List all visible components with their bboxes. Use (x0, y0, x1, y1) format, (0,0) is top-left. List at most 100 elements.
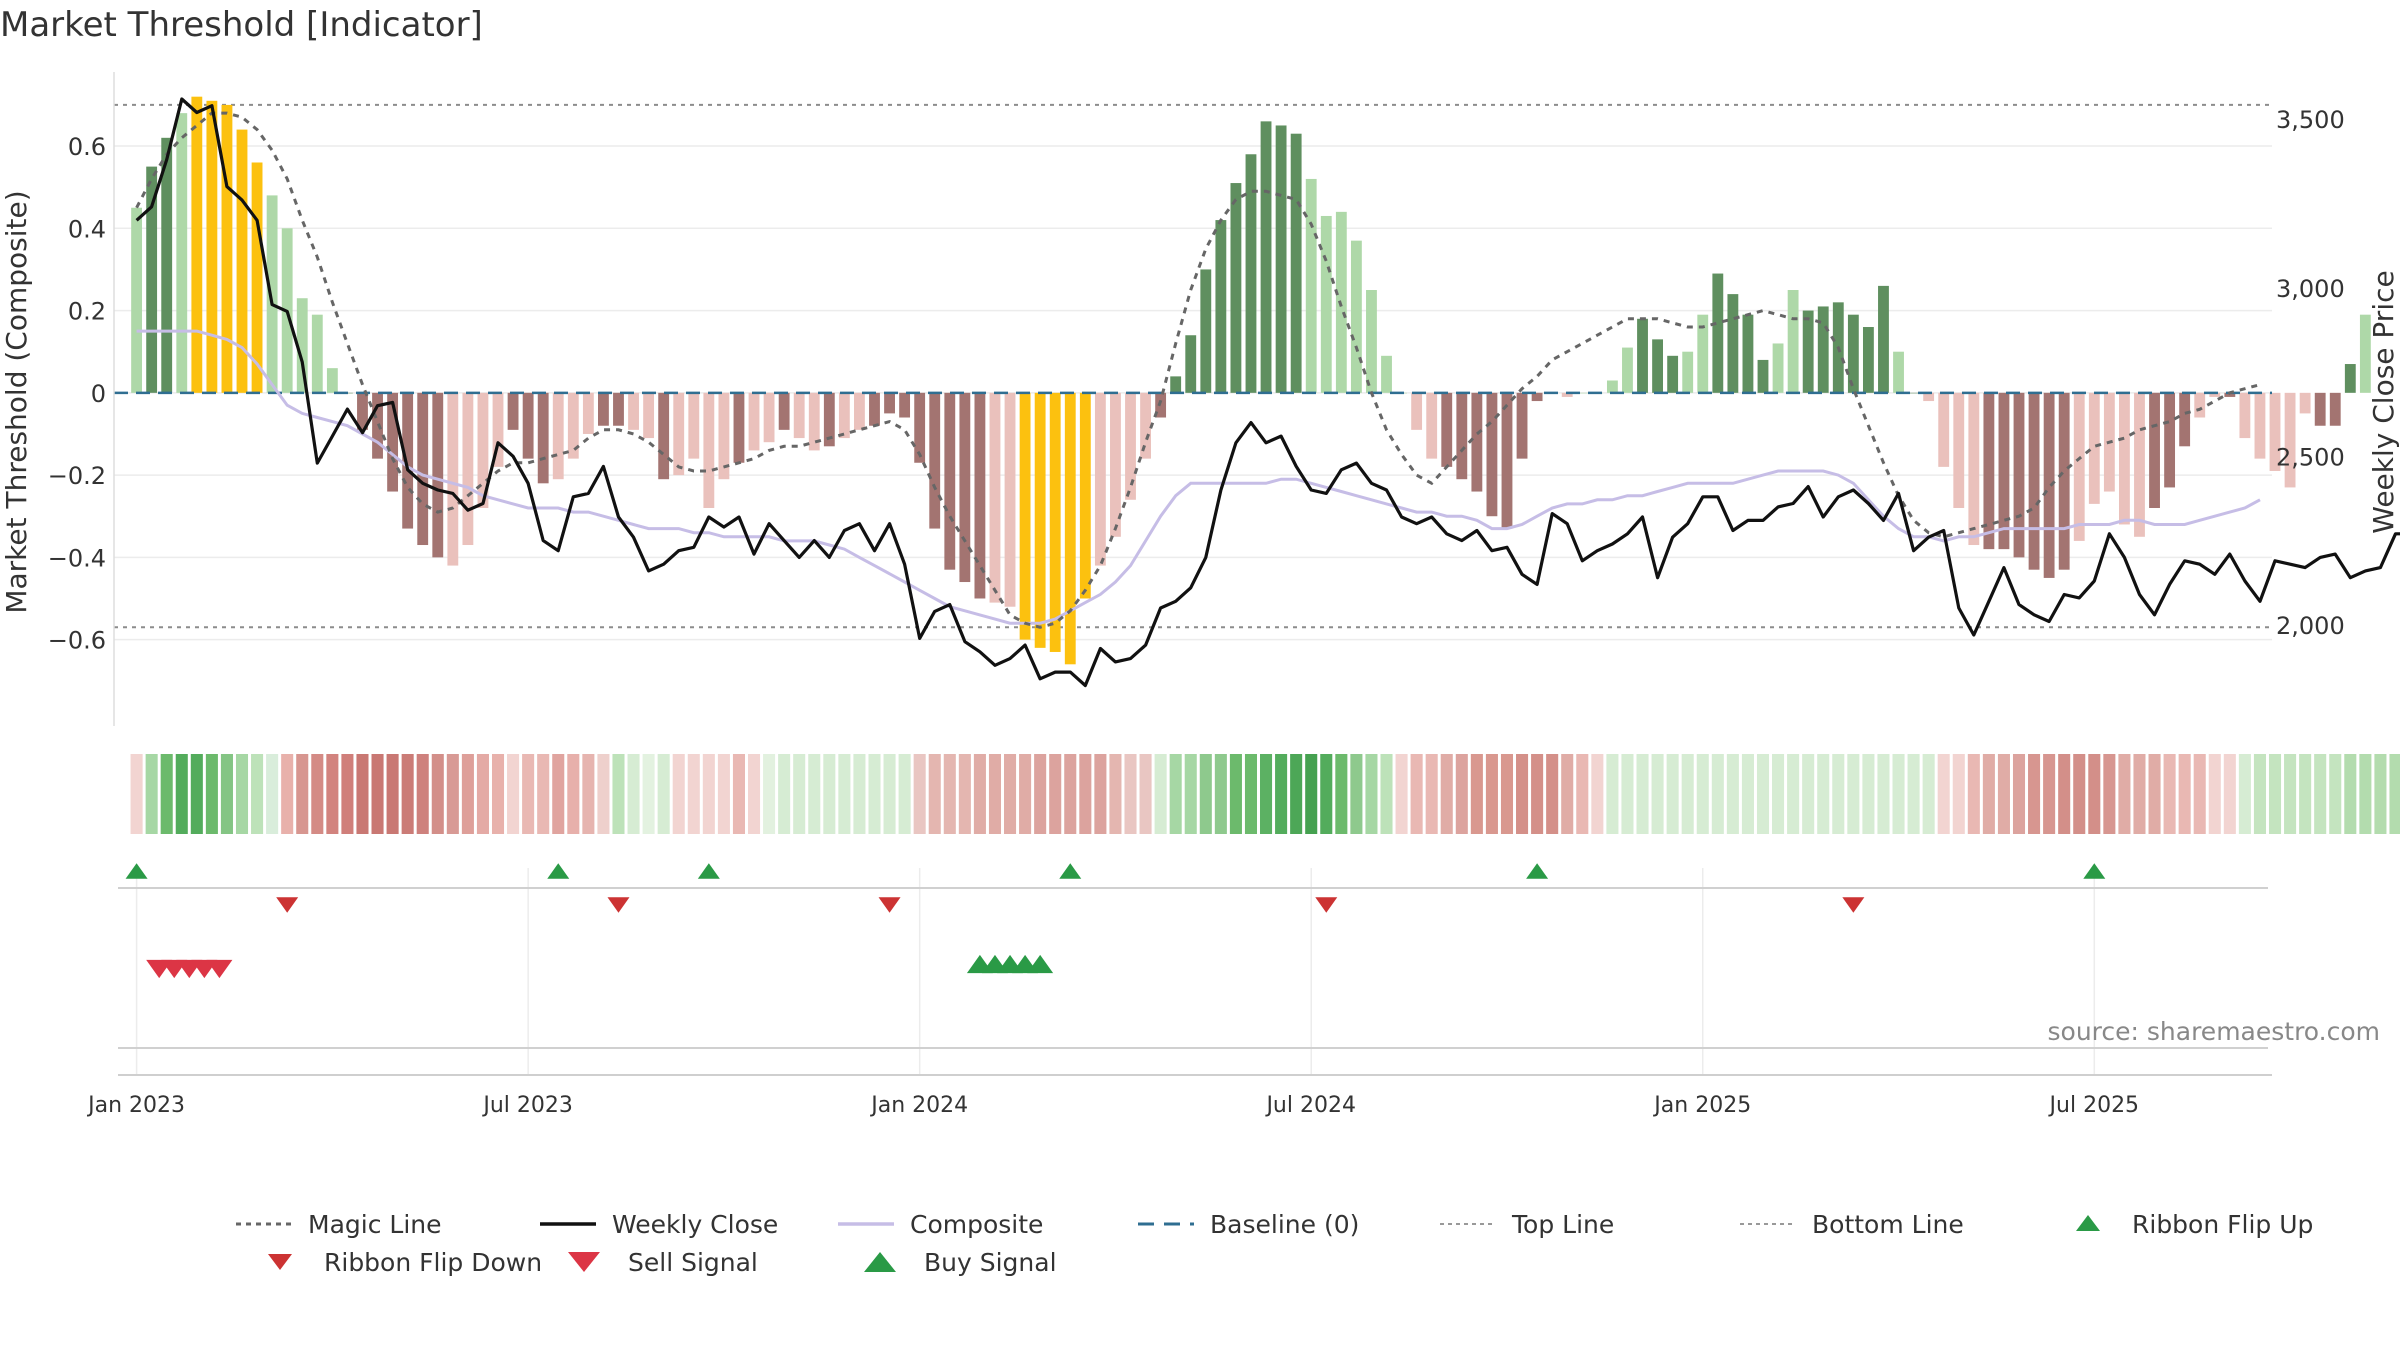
composite-bar (1170, 376, 1182, 393)
composite-bar (2299, 392, 2311, 414)
composite-bar (266, 195, 278, 393)
legend-swatch (268, 1254, 292, 1270)
ribbon-cell (446, 754, 459, 834)
ribbon-cell (2193, 754, 2206, 834)
composite-bar (854, 392, 865, 430)
composite-bar (1200, 269, 1212, 393)
composite-bar (206, 100, 218, 393)
ribbon-cell (431, 754, 444, 834)
legend-item: Sell Signal (568, 1248, 758, 1277)
ribbon-cell (1335, 754, 1348, 834)
ribbon-cell (1696, 754, 1709, 834)
ribbon-cell (913, 754, 926, 834)
composite-bar (326, 368, 338, 393)
y2-tick-label: 2,500 (2276, 443, 2345, 471)
x-tick-label: Jul 2024 (1264, 1093, 1356, 1118)
composite-bar (447, 392, 459, 566)
ribbon-cell (1756, 754, 1770, 834)
composite-bar (793, 392, 805, 439)
composite-bar (2134, 392, 2145, 537)
ribbon-cell (175, 754, 188, 834)
ribbon-flip-down-marker (607, 897, 630, 913)
ribbon-cell (2133, 754, 2146, 834)
ribbon-cell (356, 754, 369, 834)
composite-bar (838, 392, 850, 439)
ribbon-cell (1440, 754, 1453, 834)
ribbon-cell (1937, 754, 1950, 834)
ribbon-cell (1967, 754, 1980, 834)
composite-bar (2269, 392, 2281, 471)
composite-bar (1576, 392, 1588, 394)
ribbon-layer (130, 754, 2400, 834)
ribbon-cell (838, 754, 851, 834)
composite-bar (598, 392, 609, 426)
ribbon-cell (1576, 754, 1589, 834)
ribbon-cell (1591, 754, 1604, 834)
composite-bar (2058, 392, 2070, 570)
composite-bar (1531, 392, 1543, 402)
ribbon-cell (943, 754, 956, 834)
legend-item: Baseline (0) (1138, 1210, 1359, 1239)
ribbon-cell (973, 754, 986, 834)
ribbon-cell (1395, 754, 1408, 834)
composite-bar (1110, 392, 1121, 537)
ribbon-cell (1546, 754, 1559, 834)
composite-bar (402, 392, 414, 529)
legend-item: Ribbon Flip Down (268, 1248, 542, 1277)
ribbon-cell (2284, 754, 2297, 834)
composite-bar (146, 166, 158, 393)
legend-label: Top Line (1511, 1210, 1614, 1239)
ribbon-flip-down-marker (878, 897, 901, 913)
ribbon-cell (1124, 754, 1137, 834)
composite-bar (899, 392, 911, 418)
composite-bar (1019, 392, 1031, 640)
ribbon-cell (612, 754, 625, 834)
ribbon-flip-up-marker (1526, 863, 1549, 879)
composite-bar (1140, 392, 1151, 459)
composite-bar (974, 392, 986, 599)
composite-bar (1862, 327, 1874, 393)
composite-bar (959, 392, 971, 583)
ribbon-cell (747, 754, 761, 834)
composite-bar (1260, 121, 1272, 393)
composite-bar (688, 392, 700, 459)
composite-bar (1486, 392, 1498, 517)
ribbon-cell (2028, 754, 2041, 834)
bars-layer (131, 96, 2371, 665)
ribbon-cell (1290, 754, 1303, 834)
y2-tick-label: 3,500 (2276, 106, 2345, 134)
ribbon-cell (205, 754, 218, 834)
y-tick-label: 0.2 (68, 298, 106, 326)
composite-bar (1426, 392, 1438, 459)
ribbon-cell (1907, 754, 1920, 834)
composite-bar (1622, 347, 1633, 393)
composite-bar (1305, 178, 1317, 393)
composite-line (136, 329, 2261, 625)
legend-label: Magic Line (308, 1210, 442, 1239)
legend-label: Sell Signal (628, 1248, 758, 1277)
composite-bar (582, 392, 594, 434)
legend-label: Weekly Close (612, 1210, 778, 1239)
ribbon-cell (763, 754, 776, 834)
ribbon-cell (1606, 754, 1619, 834)
ribbon-cell (2178, 754, 2191, 834)
composite-bar (1606, 380, 1618, 393)
ribbon-cell (2208, 754, 2221, 834)
ribbon-cell (2043, 754, 2056, 834)
ribbon-cell (2238, 754, 2251, 834)
composite-bar (537, 392, 549, 484)
y-tick-label: 0.6 (68, 133, 106, 161)
ribbon-cell (1561, 754, 1574, 834)
composite-bar (372, 392, 383, 459)
ribbon-cell (2148, 754, 2161, 834)
ribbon-cell (476, 754, 489, 834)
composite-bar (2118, 392, 2130, 525)
composite-bar (1817, 306, 1829, 393)
legend-label: Buy Signal (924, 1248, 1057, 1277)
ribbon-cell (793, 754, 806, 834)
ribbon-cell (1997, 754, 2010, 834)
ribbon-cell (1485, 754, 1498, 834)
composite-bar (221, 104, 233, 393)
composite-bar (1320, 215, 1332, 393)
composite-bar (1697, 314, 1709, 393)
